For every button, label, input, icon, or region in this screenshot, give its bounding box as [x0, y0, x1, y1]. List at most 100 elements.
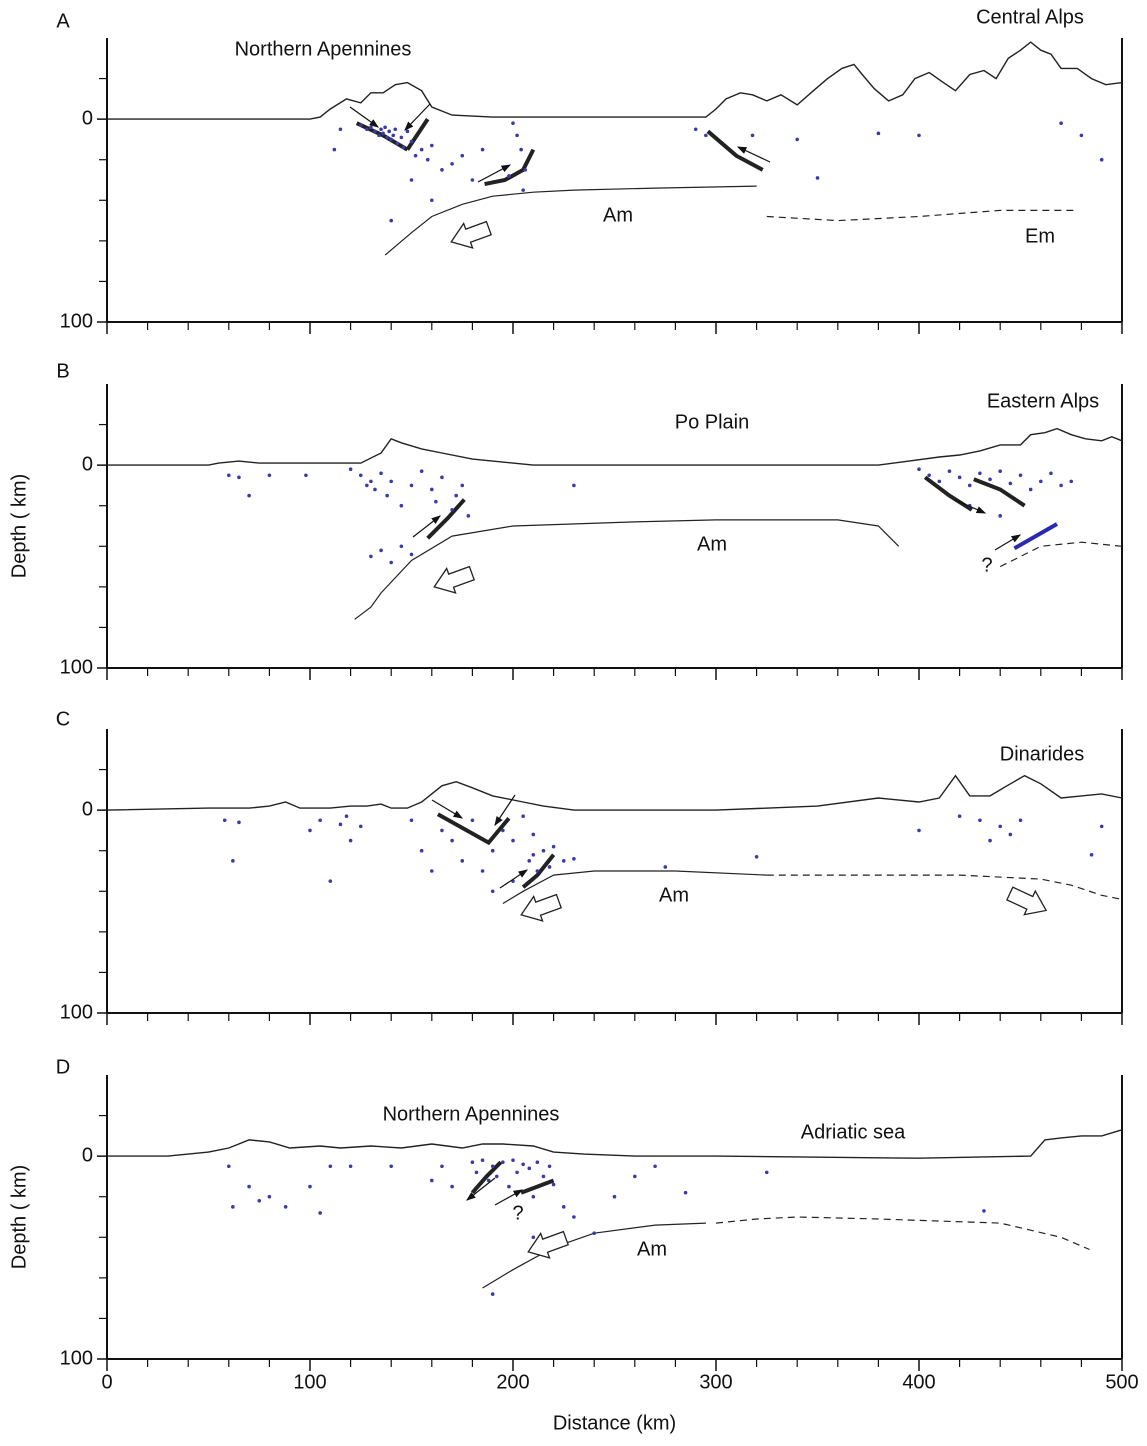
hypocenter	[1059, 121, 1063, 125]
hypocenter	[1028, 487, 1033, 492]
hypocenter	[267, 473, 272, 478]
y-axis-label: Depth ( km)	[8, 1165, 30, 1269]
hypocenter	[490, 1164, 495, 1169]
hypocenter	[521, 188, 525, 192]
dashed-line	[715, 1216, 1090, 1251]
slip-arrow	[349, 106, 379, 128]
panel-label: A	[56, 10, 70, 32]
hypocenter	[222, 818, 227, 823]
hypocenter	[470, 818, 475, 823]
dashed-line	[999, 541, 1123, 568]
hypocenter	[754, 855, 759, 859]
hypocenter	[257, 1198, 262, 1203]
hypocenter	[338, 127, 343, 132]
hypocenter	[633, 1174, 637, 1179]
hypocenter	[947, 469, 952, 474]
hypocenter	[876, 131, 881, 136]
solid-line	[354, 519, 900, 620]
hypocenter	[348, 838, 353, 843]
fault-line	[426, 498, 466, 540]
hypocenter	[389, 218, 394, 223]
hypocenter	[511, 1158, 515, 1162]
annotation: ?	[981, 554, 992, 576]
hypocenter	[937, 479, 942, 484]
hypocenter	[507, 174, 511, 178]
y-tick-label: 100	[60, 1001, 93, 1023]
x-tick-label: 200	[496, 1371, 529, 1393]
slip-arrow	[494, 1189, 524, 1206]
hypocenter	[1018, 473, 1023, 478]
slip-arrow	[477, 164, 512, 183]
hypocenter	[561, 1205, 566, 1209]
hypocenter	[399, 544, 404, 549]
hypocenter	[338, 822, 343, 827]
hypocenter	[413, 153, 418, 158]
hypocenter	[501, 1160, 505, 1165]
hypocenter	[551, 1182, 556, 1187]
hypocenter	[389, 1164, 394, 1169]
hypocenter	[535, 869, 540, 873]
slip-arrow	[412, 515, 441, 538]
annotation: Em	[1025, 225, 1055, 247]
hypocenter	[227, 1164, 231, 1169]
panel: 0 100 C Dinarides Am	[56, 708, 1123, 1025]
hypocenter	[332, 147, 337, 152]
hypocenter	[231, 1205, 235, 1209]
hypocenter	[1049, 471, 1053, 476]
hypocenter	[450, 1184, 454, 1189]
hypocenter	[1069, 479, 1074, 484]
y-tick-label: 0	[82, 1144, 93, 1166]
hypocenter	[409, 178, 414, 182]
hypocenter	[425, 157, 430, 162]
hypocenter	[490, 848, 495, 853]
hypocenter	[369, 554, 373, 559]
x-tick-label: 400	[902, 1371, 935, 1393]
hypocenter	[474, 1170, 479, 1175]
hypocenter	[460, 483, 465, 488]
hypocenter	[430, 1178, 434, 1183]
hypocenter	[988, 838, 992, 843]
hypocenter	[365, 127, 369, 132]
hypocenter	[369, 125, 373, 130]
hypocenter	[344, 814, 349, 819]
hypocenter	[377, 133, 381, 138]
hypocenter	[547, 1164, 552, 1169]
y-tick-label: 100	[60, 656, 93, 678]
hypocenter	[373, 129, 377, 134]
hypocenter	[531, 852, 536, 857]
x-tick-label: 100	[293, 1371, 326, 1393]
hypocenter	[927, 473, 931, 478]
hypocenter	[399, 135, 404, 140]
hypocenter	[764, 1170, 769, 1175]
hypocenter	[409, 139, 414, 144]
hypocenter	[460, 859, 465, 863]
annotation: Am	[697, 533, 727, 555]
hypocenter	[663, 865, 668, 869]
slip-arrow	[466, 1177, 496, 1201]
hypocenter	[389, 560, 394, 565]
hypocenter	[572, 857, 576, 861]
hypocenter	[515, 133, 519, 138]
dashed-line	[766, 874, 1123, 900]
fault-line	[484, 148, 536, 187]
annotation: Northern Apennines	[235, 38, 412, 60]
hypocenter	[328, 1164, 333, 1169]
y-tick-label: 0	[82, 107, 93, 129]
hypocenter	[385, 135, 389, 140]
hypocenter	[501, 828, 505, 833]
hypocenter	[531, 1235, 536, 1240]
hypocenter	[561, 859, 566, 863]
hypocenter	[515, 1170, 519, 1175]
annotation: Central Alps	[976, 6, 1084, 28]
hypocenter	[247, 493, 251, 498]
hypocenter	[592, 1231, 596, 1236]
hypocenter	[988, 477, 992, 482]
hypocenter	[795, 137, 799, 142]
hypocenter	[507, 1184, 511, 1189]
hypocenter	[399, 503, 404, 508]
hypocenter	[1018, 818, 1023, 823]
hypocenter	[917, 828, 921, 833]
topography-line	[106, 774, 1123, 811]
hypocenter	[308, 1184, 312, 1189]
